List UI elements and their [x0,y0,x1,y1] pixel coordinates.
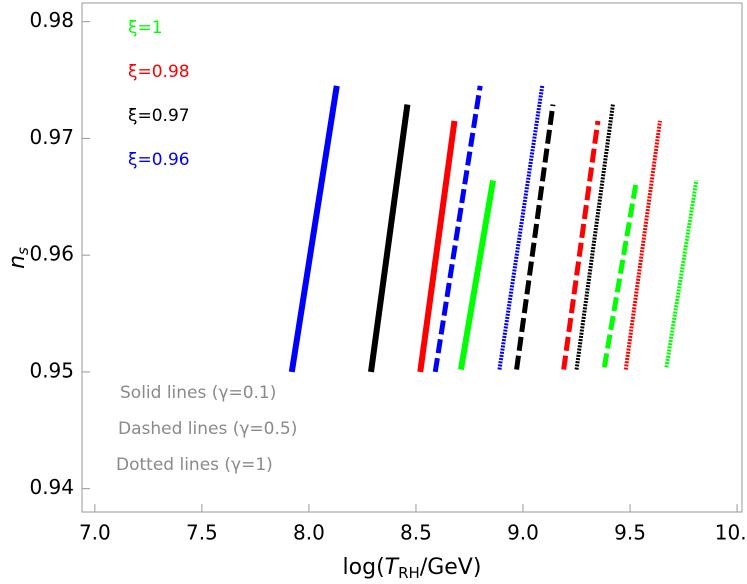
x-label-part: T [385,555,400,580]
y-label-part: n [5,255,30,269]
ns-line [457,179,496,371]
legend-label: ξ=0.97 [128,106,190,126]
x-tick-label: 10.0 [715,521,747,545]
y-tick-label: 0.95 [29,358,74,382]
ns-line [368,104,411,373]
plot-frame [81,2,743,513]
x-label-part: log( [343,555,385,580]
x-tick-label: 8.5 [400,521,432,545]
x-label-part: /GeV) [420,555,482,580]
ns-line [432,85,483,373]
ns-line [417,120,458,373]
x-label-part: RH [398,564,420,582]
ns-line [664,180,699,368]
legend-label: ξ=0.98 [128,62,190,82]
ns-line [288,85,340,373]
legend-label: ξ=0.96 [128,150,190,170]
y-label-part: s [14,247,32,255]
annotation: Dotted lines (γ=1) [116,455,273,475]
x-tick-label: 7.0 [79,521,111,545]
x-tick-label: 9.0 [507,521,539,545]
legend-label: ξ=1 [128,18,163,38]
y-tick-label: 0.97 [29,125,74,149]
y-tick-label: 0.96 [29,242,74,266]
ns-line [561,120,601,370]
x-tick-label: 9.5 [614,521,646,545]
annotation: Dashed lines (γ=0.5) [118,419,297,439]
annotation: Solid lines (γ=0.1) [120,383,276,403]
x-axis-label: log(TRH/GeV) [343,555,482,582]
ns-line [601,180,639,368]
x-tick-label: 7.5 [186,521,218,545]
y-tick-label: 0.94 [29,475,74,499]
y-tick-label: 0.98 [29,8,74,32]
y-axis-label: ns [5,247,32,269]
ns-line [514,104,556,370]
ns-line [623,120,662,370]
x-tick-label: 8.0 [293,521,325,545]
